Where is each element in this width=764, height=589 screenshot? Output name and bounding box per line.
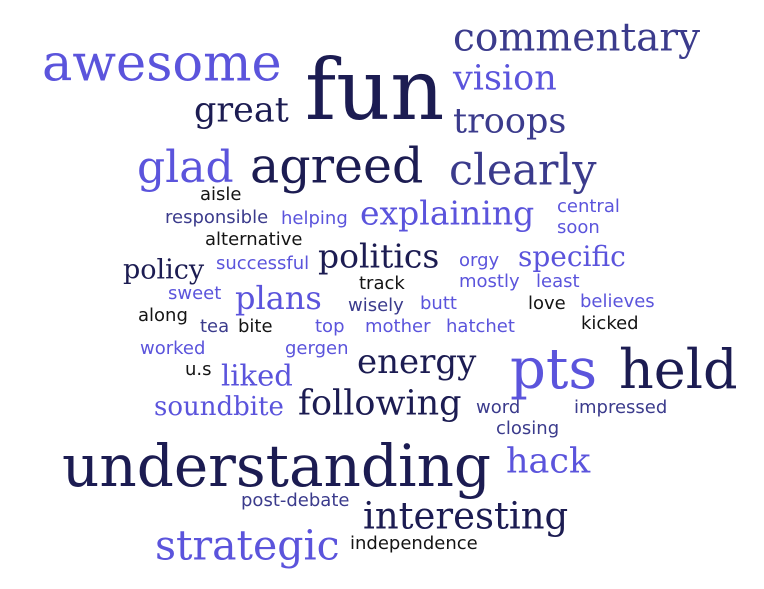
word-love: love: [528, 293, 566, 314]
word-hack: hack: [506, 441, 591, 482]
word-soundbite: soundbite: [154, 392, 284, 422]
word-energy: energy: [357, 342, 477, 382]
word-wisely: wisely: [348, 295, 404, 316]
word-awesome: awesome: [42, 34, 282, 94]
word-alternative: alternative: [205, 229, 303, 250]
word-closing: closing: [496, 418, 560, 439]
word-vision: vision: [453, 58, 557, 99]
word-kicked: kicked: [581, 313, 639, 334]
word-soon: soon: [557, 217, 600, 238]
word-gergen: gergen: [285, 338, 349, 359]
word-top: top: [315, 316, 345, 337]
word-believes: believes: [580, 291, 655, 312]
word-butt: butt: [420, 293, 457, 314]
word-worked: worked: [140, 338, 206, 359]
word-mother: mother: [365, 316, 431, 337]
word-bite: bite: [238, 316, 273, 337]
word-least: least: [536, 271, 580, 292]
word-aisle: aisle: [200, 184, 242, 205]
word-hatchet: hatchet: [446, 316, 515, 337]
word-sweet: sweet: [168, 283, 222, 304]
word-track: track: [359, 273, 405, 294]
word-helping: helping: [281, 208, 348, 229]
word-troops: troops: [453, 101, 567, 142]
word-understanding: understanding: [62, 432, 492, 500]
word-plans: plans: [235, 279, 322, 317]
word-great: great: [194, 90, 289, 131]
word-orgy: orgy: [459, 250, 500, 271]
word-strategic: strategic: [155, 521, 340, 570]
word-tea: tea: [200, 316, 230, 337]
word-central: central: [557, 196, 620, 217]
word-responsible: responsible: [165, 207, 269, 228]
word-post-debate: post-debate: [241, 490, 350, 511]
word-held: held: [619, 338, 738, 401]
word-word: word: [476, 397, 521, 418]
word-along: along: [138, 305, 188, 326]
word-impressed: impressed: [574, 397, 668, 418]
word-successful: successful: [216, 253, 310, 274]
word-pts: pts: [510, 337, 598, 402]
word-interesting: interesting: [363, 494, 569, 538]
word-glad: glad: [137, 142, 234, 193]
word-policy: policy: [123, 254, 205, 286]
word-mostly: mostly: [459, 271, 520, 292]
word-explaining: explaining: [360, 193, 535, 233]
word-fun: fun: [305, 41, 445, 139]
word-following: following: [298, 383, 462, 424]
word-independence: independence: [350, 533, 478, 554]
word-politics: politics: [318, 236, 440, 276]
word-specific: specific: [518, 240, 626, 273]
word-agreed: agreed: [250, 137, 424, 195]
word-commentary: commentary: [453, 15, 701, 61]
word-us: u.s: [185, 359, 212, 380]
word-clearly: clearly: [449, 145, 597, 196]
word-liked: liked: [221, 358, 293, 393]
